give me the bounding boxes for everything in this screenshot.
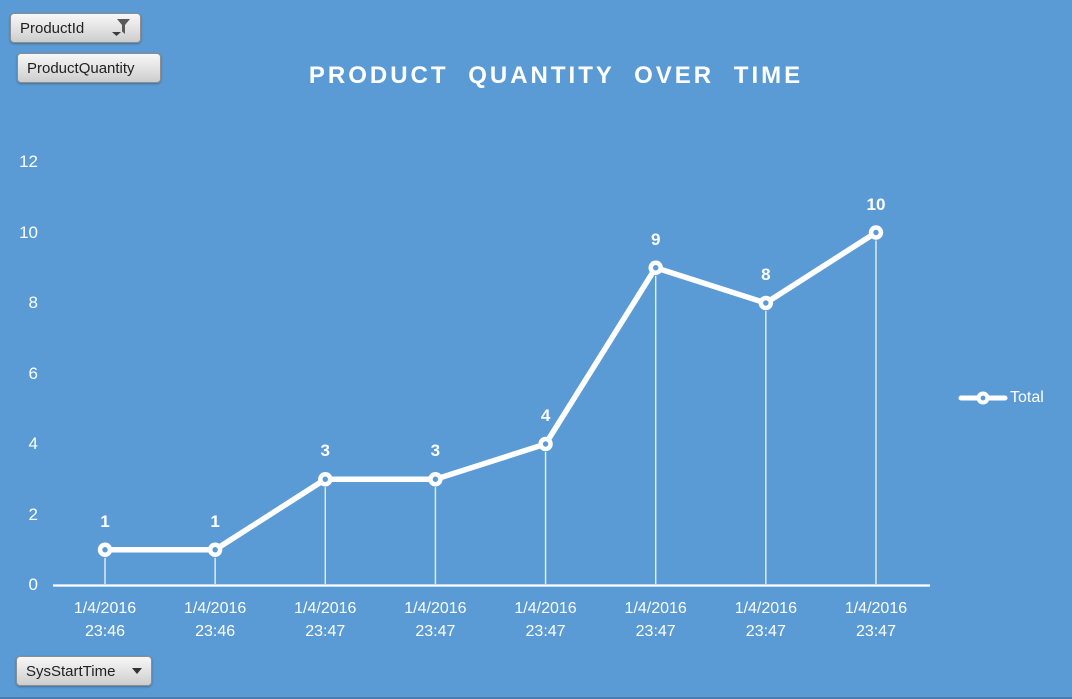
- data-point-value-label: 3: [430, 441, 441, 461]
- data-point-value-label: 8: [761, 265, 771, 284]
- product-quantity-field-button[interactable]: ProductQuantity: [17, 53, 161, 83]
- y-axis-tick-label: 0: [28, 575, 38, 594]
- product-id-filter-label: ProductId: [20, 19, 85, 37]
- data-point-marker-hole: [322, 476, 328, 482]
- x-axis-category-label: 1/4/2016 23:46: [73, 600, 137, 640]
- data-point-marker-hole: [873, 229, 879, 236]
- legend-marker-icon: [958, 385, 1008, 411]
- x-axis-category-label: 1/4/2016 23:47: [734, 600, 797, 640]
- data-point-value-label: 1: [210, 511, 220, 531]
- y-axis-tick-label: 10: [19, 222, 38, 242]
- data-point-marker-hole: [763, 300, 769, 306]
- x-axis-category-label: 1/4/2016 23:47: [404, 600, 467, 640]
- x-axis-category-label: 1/4/2016 23:47: [514, 600, 577, 640]
- product-quantity-field-label: ProductQuantity: [27, 59, 135, 77]
- y-axis-tick-label: 12: [19, 152, 38, 171]
- data-point-marker-hole: [432, 476, 439, 482]
- x-axis-category-label: 1/4/2016 23:47: [624, 600, 687, 640]
- y-axis-tick-label: 6: [28, 363, 38, 383]
- data-point-value-label: 4: [540, 406, 551, 425]
- filter-funnel-icon: [111, 18, 131, 38]
- data-point-marker-hole: [212, 547, 218, 553]
- x-axis-category-label: 1/4/2016 23:47: [844, 600, 908, 640]
- chevron-down-icon: [132, 668, 142, 674]
- y-axis-tick-label: 8: [28, 293, 38, 312]
- legend-series-label: Total: [1010, 389, 1044, 406]
- chart-legend[interactable]: Total: [958, 385, 1044, 411]
- sys-start-time-field-label: SysStartTime: [26, 662, 116, 680]
- sys-start-time-field-button[interactable]: SysStartTime: [16, 656, 152, 686]
- product-id-filter-button[interactable]: ProductId: [10, 13, 141, 43]
- x-axis-category-label: 1/4/2016 23:47: [294, 600, 357, 640]
- data-point-marker-hole: [542, 441, 549, 447]
- x-axis-category-label: 1/4/2016 23:46: [183, 600, 247, 640]
- series-line-total[interactable]: [102, 229, 879, 553]
- y-axis-tick-label: 2: [28, 504, 38, 524]
- data-point-value-label: 9: [650, 229, 661, 249]
- data-point-value-label: 3: [320, 441, 330, 461]
- data-point-value-label: 10: [866, 194, 886, 214]
- y-axis-tick-label: 4: [28, 434, 38, 453]
- data-point-value-label: 1: [100, 511, 110, 531]
- data-point-marker-hole: [102, 547, 108, 553]
- chart-title: PRODUCT QUANTITY OVER TIME: [308, 62, 804, 89]
- data-point-marker-hole: [653, 265, 659, 271]
